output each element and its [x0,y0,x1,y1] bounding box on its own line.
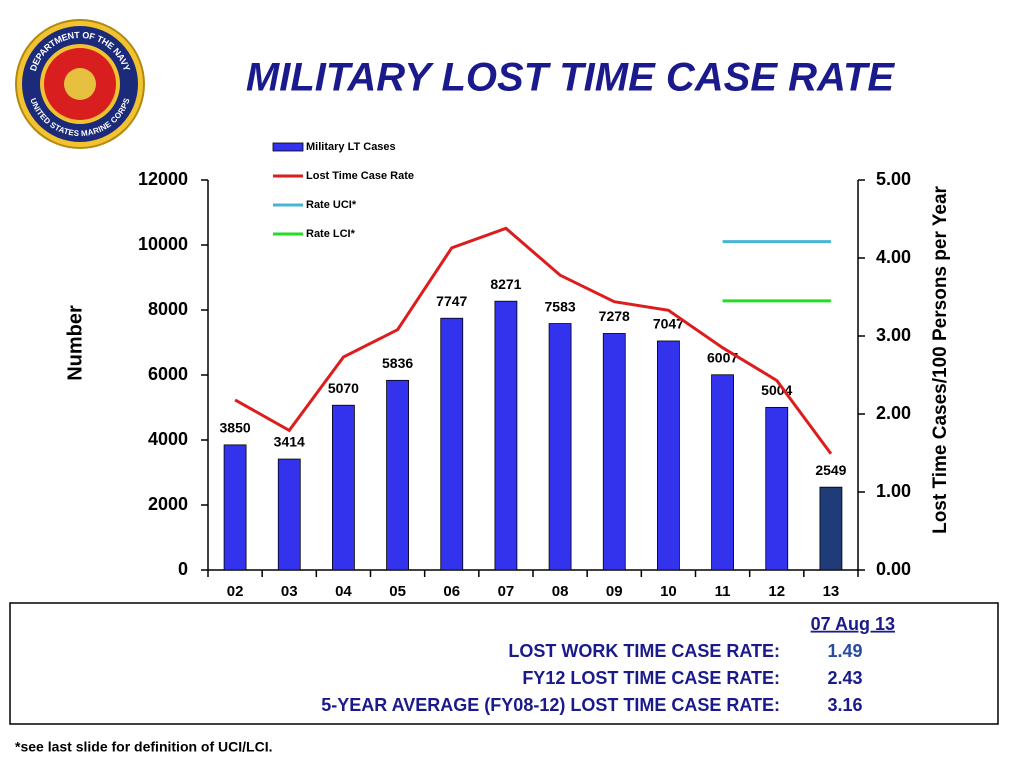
y-tick-label: 6000 [148,364,188,384]
x-tick-label: 08 [552,583,569,600]
x-tick-label: 05 [389,583,406,600]
bar [765,406,789,571]
legend-swatch [272,142,304,152]
bar-label: 3414 [274,434,305,450]
x-tick-label: 04 [335,583,352,600]
line [234,226,833,455]
x-tick-label: 09 [606,583,623,600]
summary-value: 2.43 [827,668,862,688]
y-axis-title: Number [64,305,86,381]
bar-label: 7583 [545,298,576,314]
y2-tick-label: 5.00 [876,169,911,189]
y2-axis-title: Lost Time Cases/100 Persons per Year [930,185,951,533]
footnote: *see last slide for definition of UCI/LC… [15,739,272,755]
y-tick-label: 8000 [148,299,188,319]
bar-label: 5004 [761,382,792,398]
x-tick-label: 11 [715,583,731,600]
bar [602,333,626,571]
bar-label: 2549 [815,462,846,478]
y2-tick-label: 1.00 [876,481,911,501]
bar-label: 7747 [436,293,467,309]
bar [494,300,518,571]
bar-label: 7047 [653,316,684,332]
y2-tick-label: 2.00 [876,403,911,423]
x-tick-label: 13 [823,583,840,600]
x-tick-label: 10 [660,583,677,600]
y2-tick-label: 0.00 [876,559,911,579]
bar [711,374,734,571]
x-tick-label: 12 [768,583,785,600]
y2-tick-label: 4.00 [876,247,911,267]
y-tick-label: 2000 [148,494,188,514]
bar [386,379,409,571]
y-tick-label: 0 [178,559,188,579]
bar [440,317,464,571]
y-tick-label: 4000 [148,429,188,449]
bar [657,340,680,571]
summary-value: 1.49 [827,641,862,661]
bar-label: 7278 [599,308,630,324]
x-tick-label: 02 [227,583,244,600]
bar-label: 6007 [707,349,738,365]
summary-date: 07 Aug 13 [811,614,895,634]
summary-value: 3.16 [827,695,862,715]
bar-label: 8271 [490,276,521,292]
bar [332,404,355,571]
bar-label: 3850 [220,420,251,436]
y-tick-label: 10000 [138,234,188,254]
bar [223,444,247,571]
logo: DEPARTMENT OF THE NAVY UNITED STATES MAR… [15,19,145,149]
legend-label: Rate UCI* [306,199,357,211]
x-tick-label: 03 [281,583,298,600]
legend-label: Rate LCI* [306,228,356,240]
summary-box [9,602,999,725]
chart-title: MILITARY LOST TIME CASE RATE [246,56,895,100]
x-tick-label: 06 [443,583,460,600]
y2-tick-label: 3.00 [876,325,911,345]
summary-label: LOST WORK TIME CASE RATE: [508,641,780,661]
bar [548,323,572,571]
bar [819,486,843,571]
summary-label: FY12 LOST TIME CASE RATE: [522,668,780,688]
y-tick-label: 12000 [138,169,188,189]
bar-label: 5070 [328,380,359,396]
summary-label: 5-YEAR AVERAGE (FY08-12) LOST TIME CASE … [321,695,780,715]
bar [277,458,301,571]
legend-label: Military LT Cases [306,141,396,153]
legend-label: Lost Time Case Rate [306,170,414,182]
x-tick-label: 07 [498,583,515,600]
bar-label: 5836 [382,355,413,371]
